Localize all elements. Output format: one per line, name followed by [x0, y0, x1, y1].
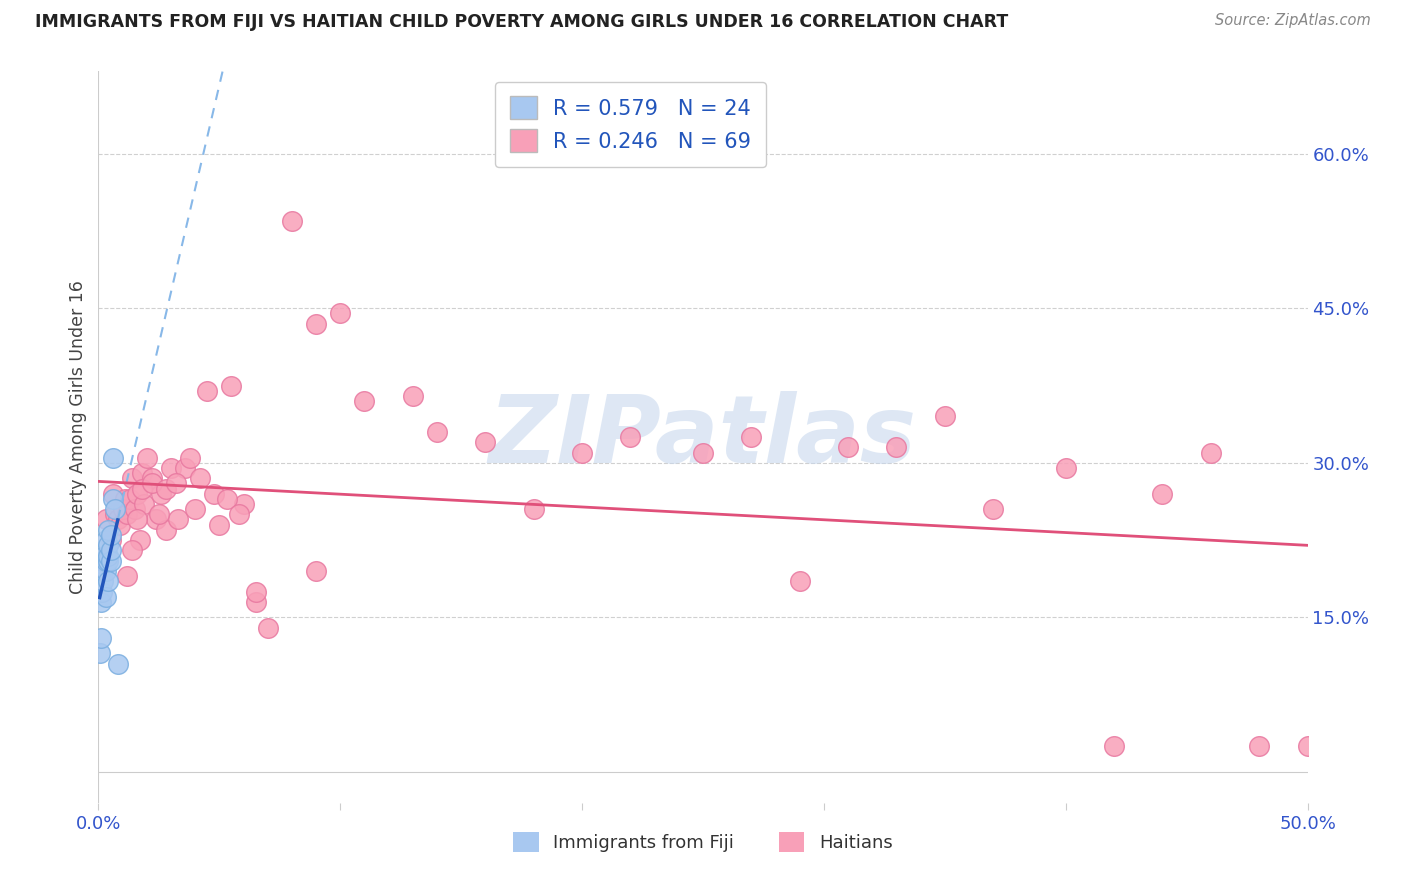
- Point: [121, 543, 143, 558]
- Point: [789, 574, 811, 589]
- Point: [91, 584, 114, 599]
- Point: [101, 450, 124, 465]
- Point: [619, 430, 641, 444]
- Point: [89, 647, 111, 661]
- Point: [128, 533, 150, 547]
- Point: [124, 502, 146, 516]
- Point: [184, 502, 207, 516]
- Point: [215, 491, 238, 506]
- Point: [111, 502, 134, 516]
- Point: [94, 564, 117, 578]
- Point: [94, 512, 117, 526]
- Point: [221, 378, 243, 392]
- Point: [160, 461, 183, 475]
- Point: [97, 574, 120, 589]
- Point: [107, 512, 129, 526]
- Point: [118, 491, 141, 506]
- Text: IMMIGRANTS FROM FIJI VS HAITIAN CHILD POVERTY AMONG GIRLS UNDER 16 CORRELATION C: IMMIGRANTS FROM FIJI VS HAITIAN CHILD PO…: [35, 13, 1008, 31]
- Point: [740, 430, 762, 444]
- Point: [117, 569, 139, 583]
- Point: [1249, 739, 1271, 753]
- Point: [145, 512, 167, 526]
- Point: [523, 502, 546, 516]
- Point: [97, 523, 120, 537]
- Point: [474, 435, 496, 450]
- Point: [571, 445, 593, 459]
- Point: [100, 533, 122, 547]
- Point: [165, 476, 187, 491]
- Point: [114, 491, 136, 506]
- Point: [135, 450, 157, 465]
- Point: [134, 497, 156, 511]
- Point: [141, 476, 163, 491]
- Point: [174, 461, 197, 475]
- Point: [107, 657, 129, 671]
- Point: [256, 621, 278, 635]
- Point: [97, 538, 120, 552]
- Point: [934, 409, 956, 424]
- Point: [104, 508, 127, 522]
- Point: [150, 487, 173, 501]
- Point: [195, 384, 218, 398]
- Point: [1054, 461, 1077, 475]
- Point: [305, 564, 328, 578]
- Point: [94, 533, 117, 547]
- Point: [402, 389, 425, 403]
- Point: [329, 306, 352, 320]
- Point: [127, 487, 149, 501]
- Point: [155, 523, 177, 537]
- Point: [981, 502, 1004, 516]
- Point: [167, 512, 190, 526]
- Point: [108, 517, 131, 532]
- Point: [204, 487, 226, 501]
- Point: [188, 471, 211, 485]
- Point: [97, 549, 120, 563]
- Point: [101, 487, 124, 501]
- Point: [837, 441, 859, 455]
- Point: [94, 554, 117, 568]
- Point: [100, 554, 122, 568]
- Text: ZIPatlas: ZIPatlas: [489, 391, 917, 483]
- Legend: Immigrants from Fiji, Haitians: Immigrants from Fiji, Haitians: [506, 824, 900, 860]
- Point: [155, 482, 177, 496]
- Point: [104, 502, 127, 516]
- Point: [97, 554, 120, 568]
- Point: [93, 549, 115, 563]
- Point: [179, 450, 201, 465]
- Point: [100, 528, 122, 542]
- Point: [232, 497, 254, 511]
- Point: [141, 471, 163, 485]
- Point: [305, 317, 328, 331]
- Point: [886, 441, 908, 455]
- Point: [692, 445, 714, 459]
- Point: [127, 512, 149, 526]
- Point: [131, 482, 153, 496]
- Point: [245, 595, 267, 609]
- Point: [91, 554, 114, 568]
- Point: [117, 508, 139, 522]
- Point: [90, 595, 112, 609]
- Point: [121, 471, 143, 485]
- Point: [90, 631, 112, 645]
- Point: [245, 584, 267, 599]
- Point: [94, 590, 117, 604]
- Point: [426, 425, 449, 439]
- Point: [148, 508, 170, 522]
- Point: [1152, 487, 1174, 501]
- Point: [281, 213, 304, 227]
- Text: Source: ZipAtlas.com: Source: ZipAtlas.com: [1215, 13, 1371, 29]
- Point: [100, 543, 122, 558]
- Point: [353, 394, 375, 409]
- Point: [91, 574, 114, 589]
- Point: [1296, 739, 1319, 753]
- Point: [131, 466, 153, 480]
- Point: [208, 517, 231, 532]
- Point: [1199, 445, 1222, 459]
- Point: [91, 564, 114, 578]
- Point: [228, 508, 250, 522]
- Point: [1102, 739, 1125, 753]
- Y-axis label: Child Poverty Among Girls Under 16: Child Poverty Among Girls Under 16: [69, 280, 87, 594]
- Point: [101, 491, 124, 506]
